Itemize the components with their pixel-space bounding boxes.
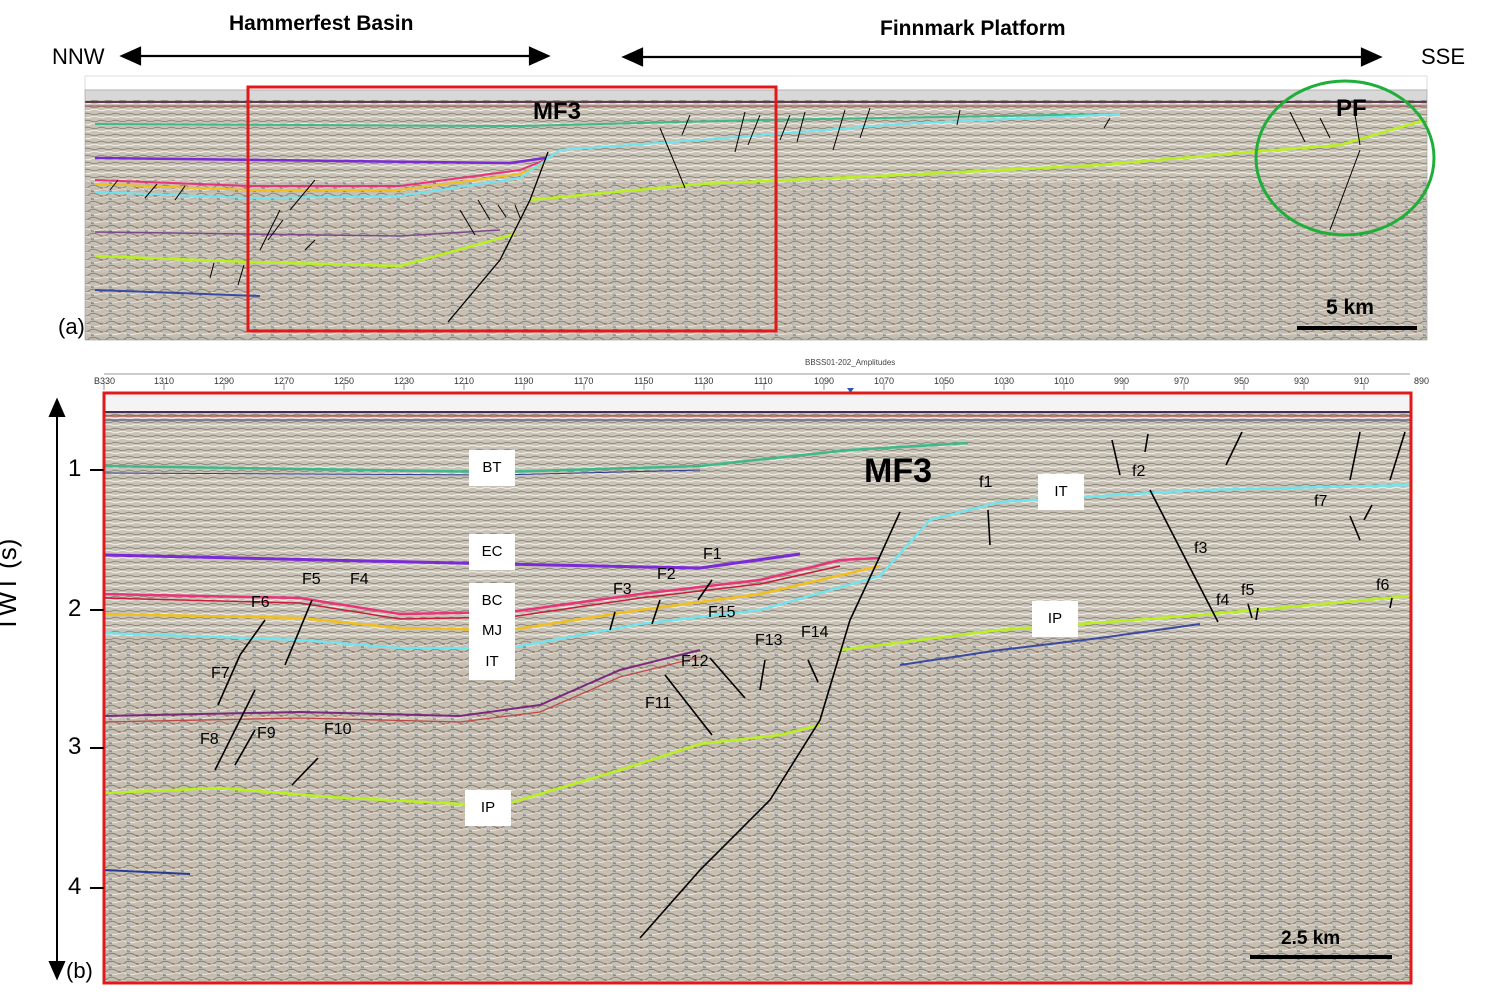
trace-tick: 1070: [874, 376, 894, 386]
fault-label-f4: F4: [350, 571, 369, 589]
trace-tick: 1150: [634, 376, 653, 386]
trace-tick: 910: [1354, 376, 1369, 386]
trace-tick: 1230: [394, 376, 414, 386]
trace-tick: 1190: [514, 376, 533, 386]
fault-label-f11: F11: [645, 695, 671, 713]
horizon-label-mj: MJ: [469, 622, 515, 639]
fault-label-f7-lower: f7: [1314, 493, 1327, 511]
trace-tick: 1110: [754, 376, 773, 386]
twt-axis-title: TWT (s): [0, 539, 22, 632]
trace-tick: 950: [1234, 376, 1249, 386]
fault-label-f1: F1: [703, 546, 722, 564]
seismic-section-b: [104, 393, 1411, 983]
fault-label-f2-lower: f2: [1132, 463, 1145, 481]
horizon-label-bt: BT: [469, 459, 515, 476]
trace-tick: 1290: [214, 376, 234, 386]
trace-tick: 990: [1114, 376, 1129, 386]
direction-arrow-platform: [624, 49, 1380, 65]
fault-label-f4-lower: f4: [1216, 592, 1229, 610]
fault-label-f5: F5: [302, 571, 321, 589]
scale-label-b: 2.5 km: [1281, 928, 1340, 950]
direction-arrow-basin: [122, 48, 548, 64]
twt-tick-2: 2: [68, 595, 81, 623]
horizon-label-ip: IP: [465, 799, 511, 816]
fault-label-f15: F15: [708, 604, 736, 622]
fault-label-f12: F12: [681, 653, 709, 671]
seismic-line-name: BBSS01-202_Amplitudes: [805, 358, 895, 367]
trace-tick: 1010: [1054, 376, 1074, 386]
twt-tick-4: 4: [68, 873, 81, 901]
fault-label-f13: F13: [755, 632, 783, 650]
trace-tick: 1130: [694, 376, 713, 386]
trace-tick-labels: B330 1310 1290 1270 1250 1230 1210 1190 …: [94, 376, 1424, 388]
twt-tick-1: 1: [68, 455, 81, 483]
trace-tick: 1030: [994, 376, 1014, 386]
panel-b-label: (b): [66, 958, 93, 984]
twt-tick-3: 3: [68, 733, 81, 761]
fault-label-f3-lower: f3: [1194, 540, 1207, 558]
fault-mf3-label-b: MF3: [864, 452, 932, 491]
trace-tick: 1050: [934, 376, 954, 386]
fault-label-f1-lower: f1: [979, 474, 992, 492]
horizon-label-it-right: IT: [1038, 483, 1084, 500]
horizon-label-ip-right: IP: [1032, 610, 1078, 627]
fault-label-f14: F14: [801, 624, 829, 642]
horizon-label-it: IT: [469, 653, 515, 670]
fault-pf-label: PF: [1336, 95, 1367, 123]
fault-label-f9: F9: [257, 725, 276, 743]
horizon-label-bc: BC: [469, 592, 515, 609]
fault-label-f2: F2: [657, 566, 676, 584]
trace-tick: 1310: [154, 376, 174, 386]
scale-label-a: 5 km: [1326, 296, 1374, 320]
seismic-section-a: [85, 76, 1427, 340]
fault-label-f7: F7: [211, 665, 230, 683]
fault-label-f6-lower: f6: [1376, 577, 1389, 595]
fault-label-f5-lower: f5: [1241, 582, 1254, 600]
horizon-label-ec: EC: [469, 543, 515, 560]
trace-tick: 1170: [574, 376, 593, 386]
trace-tick: B330: [94, 376, 115, 386]
trace-tick: 930: [1294, 376, 1309, 386]
trace-tick: 1250: [334, 376, 354, 386]
trace-tick: 1090: [814, 376, 834, 386]
fault-label-f10: F10: [324, 721, 352, 739]
trace-tick: 1270: [274, 376, 294, 386]
trace-tick: 890: [1414, 376, 1429, 386]
fault-label-f8: F8: [200, 731, 219, 749]
twt-axis-label: TWT (s): [0, 492, 23, 632]
trace-tick: 970: [1174, 376, 1189, 386]
fault-mf3-label-a: MF3: [533, 98, 581, 126]
panel-a-label: (a): [58, 314, 85, 340]
trace-tick: 1210: [454, 376, 474, 386]
fault-label-f6: F6: [251, 594, 270, 612]
fault-label-f3: F3: [613, 581, 632, 599]
